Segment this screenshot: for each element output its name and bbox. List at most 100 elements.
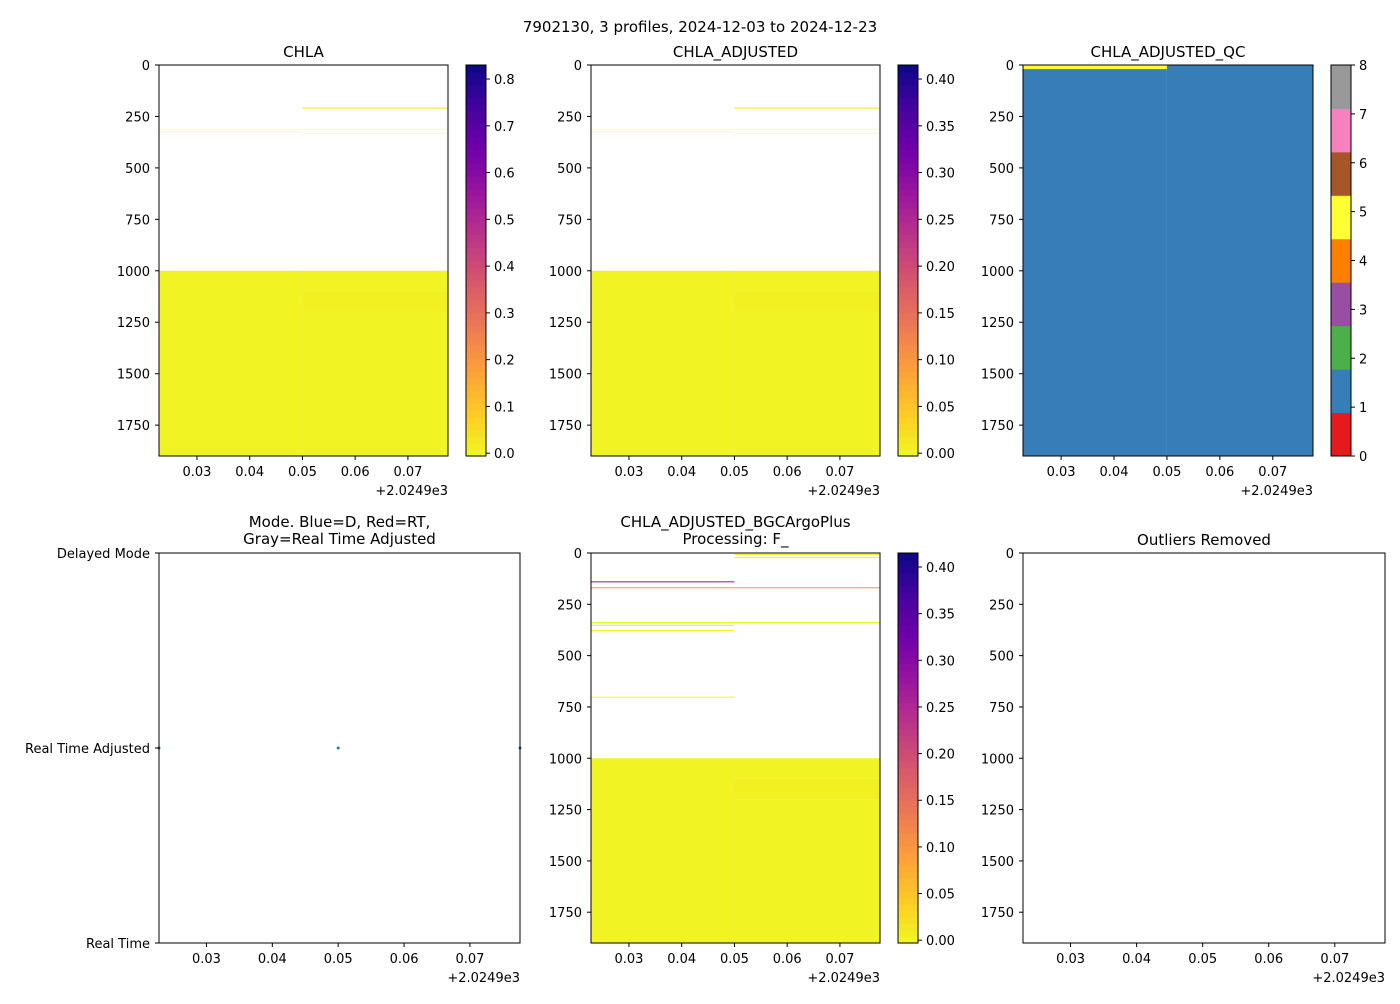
colorbar-segment bbox=[898, 240, 918, 249]
colorbar-segment bbox=[898, 312, 918, 320]
colorbar-segment bbox=[898, 735, 918, 743]
y-tick-label: 500 bbox=[989, 650, 1014, 665]
heatmap-cell bbox=[734, 270, 880, 292]
colorbar-segment bbox=[466, 299, 486, 307]
colorbar-segment bbox=[898, 267, 918, 275]
colorbar-frame bbox=[897, 64, 919, 457]
colorbar-segment bbox=[898, 319, 918, 327]
colorbar-segment bbox=[898, 390, 918, 398]
heatmap-cell bbox=[302, 132, 448, 134]
heatmap-cell bbox=[734, 587, 880, 589]
colorbar-segment bbox=[898, 325, 918, 333]
heatmap-cell bbox=[302, 311, 448, 456]
colorbar-segment bbox=[898, 585, 918, 593]
colorbar-tick-label: 0.5 bbox=[494, 213, 515, 228]
colorbar-segment bbox=[898, 293, 918, 301]
colorbar-swatch bbox=[1331, 65, 1351, 109]
colorbar-segment bbox=[898, 813, 918, 821]
y-tick-label: 500 bbox=[557, 650, 582, 665]
y-tick-label: 1250 bbox=[549, 804, 582, 819]
y-tick-label: 1500 bbox=[981, 855, 1014, 870]
colorbar-segment bbox=[898, 442, 918, 451]
colorbar-segment bbox=[898, 221, 918, 229]
colorbar-segment bbox=[898, 891, 918, 899]
colorbar-segment bbox=[898, 397, 918, 405]
panel-title: CHLA_ADJUSTED_QC bbox=[1091, 43, 1246, 62]
x-tick-label: 0.05 bbox=[288, 465, 317, 480]
y-tick-label: 1500 bbox=[549, 855, 582, 870]
panel-title: CHLA bbox=[283, 43, 324, 61]
y-tick-label: 500 bbox=[557, 162, 582, 177]
colorbar-segment bbox=[466, 130, 486, 138]
colorbar-segment bbox=[466, 286, 486, 294]
colorbar-segment bbox=[466, 429, 486, 438]
colorbar-segment bbox=[466, 78, 486, 86]
colorbar-segment bbox=[898, 624, 918, 632]
colorbar-segment bbox=[898, 650, 918, 658]
panel-title: CHLA_ADJUSTED_BGCArgoPlus bbox=[620, 513, 850, 532]
x-tick-label: 0.03 bbox=[182, 465, 211, 480]
colorbar-segment bbox=[466, 358, 486, 366]
x-tick-label: 0.03 bbox=[1056, 952, 1085, 967]
colorbar-tick-label: 8 bbox=[1359, 59, 1367, 74]
colorbar-segment bbox=[898, 923, 918, 931]
heatmap-cell bbox=[302, 128, 448, 130]
heatmap-cell bbox=[734, 311, 880, 456]
y-tick-label: 1000 bbox=[981, 752, 1014, 767]
colorbar-segment bbox=[466, 208, 486, 216]
colorbar-segment bbox=[898, 306, 918, 314]
colorbar-segment bbox=[466, 188, 486, 196]
colorbar-segment bbox=[898, 208, 918, 216]
colorbar-segment bbox=[898, 884, 918, 892]
heatmap-cell bbox=[734, 799, 880, 943]
colorbar-segment bbox=[898, 156, 918, 164]
colorbar-segment bbox=[466, 247, 486, 255]
colorbar-segment bbox=[466, 351, 486, 359]
colorbar-segment bbox=[466, 390, 486, 398]
x-tick-label: 0.03 bbox=[192, 952, 221, 967]
colorbar-segment bbox=[898, 936, 918, 944]
colorbar-segment bbox=[466, 397, 486, 405]
colorbar-segment bbox=[898, 897, 918, 905]
heatmap-cell bbox=[591, 621, 735, 623]
panel-title-line2: Gray=Real Time Adjusted bbox=[243, 530, 436, 548]
x-tick-label: 0.04 bbox=[667, 952, 696, 967]
colorbar-segment bbox=[898, 182, 918, 190]
colorbar-segment bbox=[898, 618, 918, 626]
colorbar-swatch bbox=[1331, 282, 1351, 327]
colorbar-segment bbox=[898, 553, 918, 561]
colorbar-tick-label: 0.7 bbox=[494, 120, 515, 135]
panel-title: Mode. Blue=D, Red=RT, bbox=[249, 513, 431, 531]
figure-title: 7902130, 3 profiles, 2024-12-03 to 2024-… bbox=[523, 18, 877, 36]
colorbar-segment bbox=[898, 832, 918, 840]
colorbar-tick-label: 0.40 bbox=[926, 73, 955, 88]
x-tick-label: 0.06 bbox=[390, 952, 419, 967]
colorbar-segment bbox=[466, 234, 486, 242]
colorbar-segment bbox=[466, 221, 486, 229]
colorbar-segment bbox=[898, 917, 918, 925]
colorbar-segment bbox=[898, 676, 918, 684]
panel-mode: Mode. Blue=D, Red=RT,Gray=Real Time Adju… bbox=[25, 513, 522, 986]
colorbar-segment bbox=[898, 358, 918, 366]
colorbar-segment bbox=[898, 839, 918, 847]
colorbar-tick-label: 0.05 bbox=[926, 400, 955, 415]
x-offset-label: +2.0249e3 bbox=[447, 971, 520, 986]
heatmap-cell bbox=[591, 587, 735, 589]
heatmap-cell bbox=[734, 132, 880, 134]
panel-chla-adjusted-qc: CHLA_ADJUSTED_QC 0.03 0.04 0.05 0.06 0.07 +2.0… bbox=[981, 43, 1367, 499]
colorbar-segment bbox=[466, 410, 486, 418]
panel-outliers-removed: Outliers Removed 0.03 0.04 0.05 0.06 0.07 +2.0… bbox=[981, 531, 1386, 986]
axes-frame bbox=[1022, 552, 1386, 944]
heatmap-cell bbox=[302, 107, 448, 109]
colorbar-segment bbox=[898, 162, 918, 170]
colorbar-tick-label: 0.10 bbox=[926, 354, 955, 369]
axes-frame bbox=[590, 552, 881, 944]
x-tick-label: 0.07 bbox=[1258, 465, 1287, 480]
y-tick-label: 1250 bbox=[981, 316, 1014, 331]
x-tick-label: 0.03 bbox=[1047, 465, 1076, 480]
colorbar-segment bbox=[466, 325, 486, 333]
colorbar-segment bbox=[466, 182, 486, 190]
colorbar-segment bbox=[898, 741, 918, 749]
colorbar-segment bbox=[466, 227, 486, 236]
y-tick-label: 1000 bbox=[549, 265, 582, 280]
